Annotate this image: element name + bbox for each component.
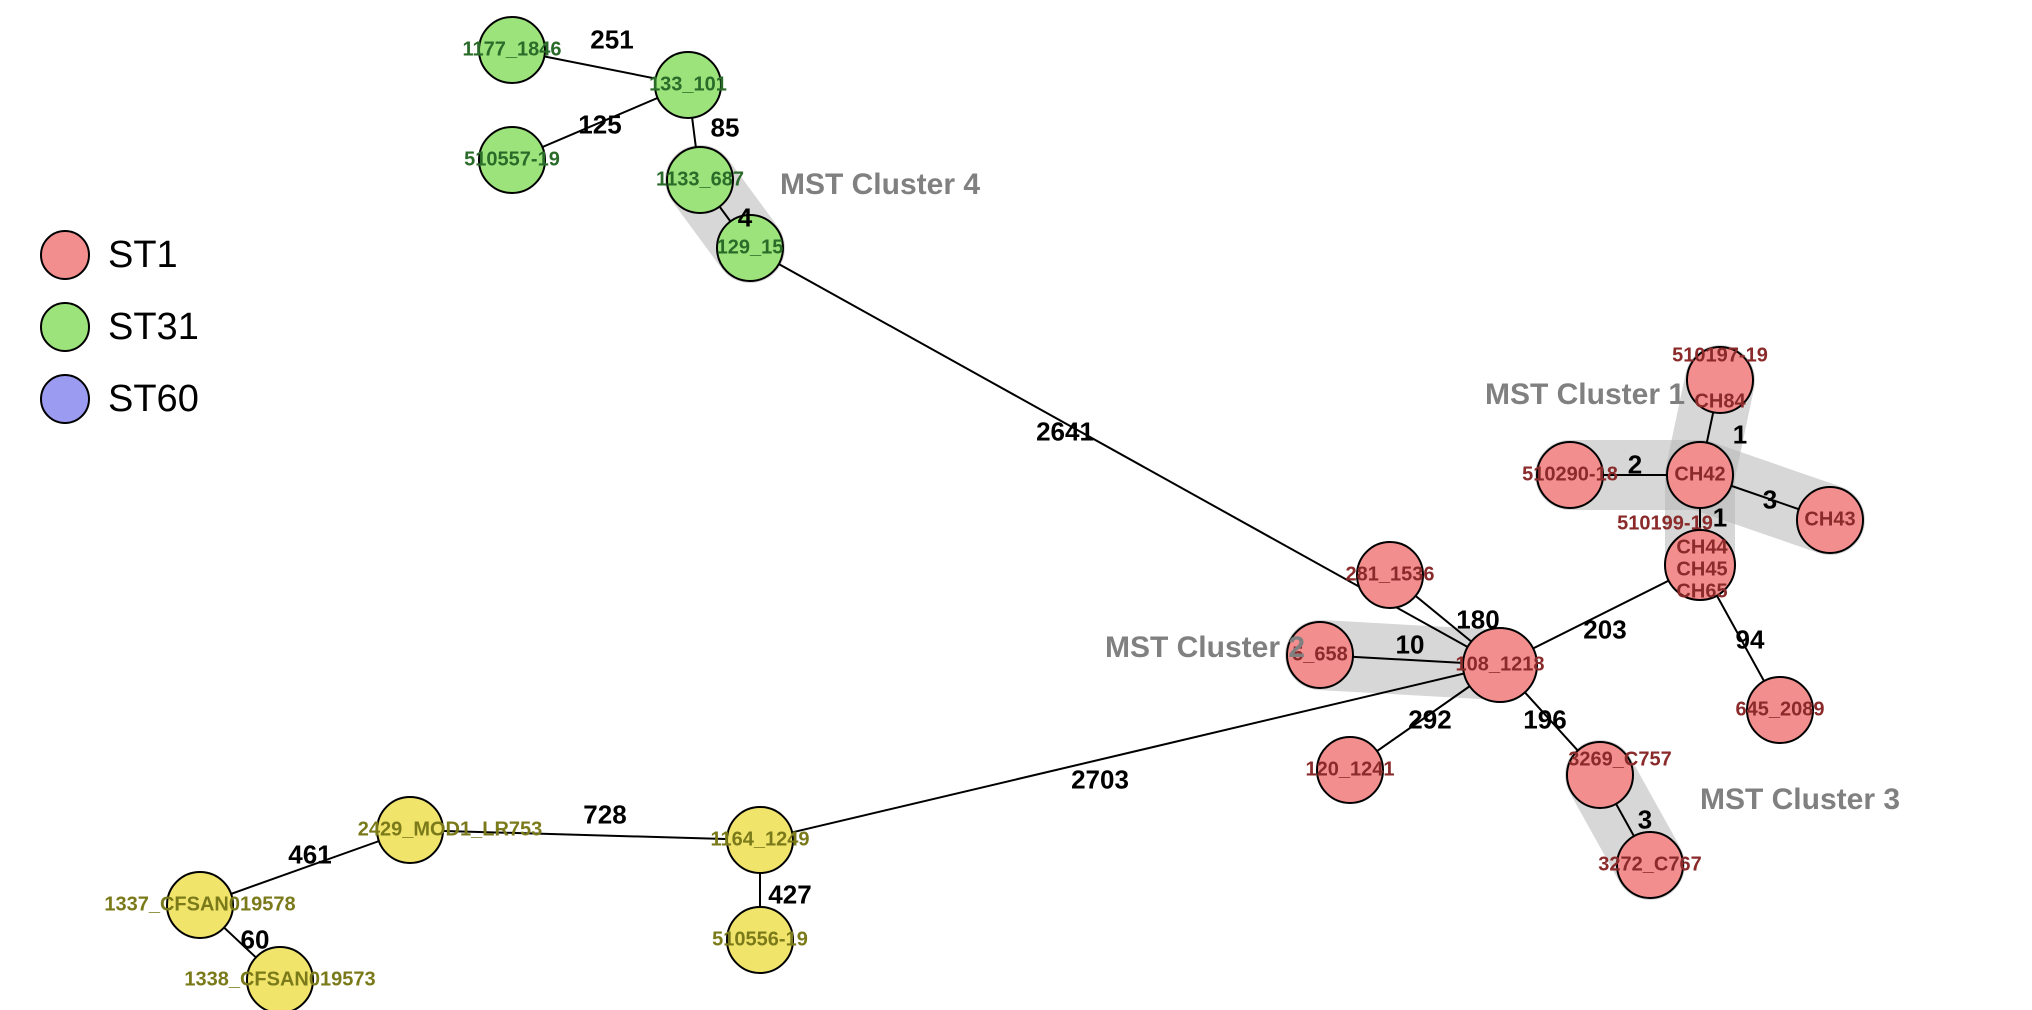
edge-label: 85 bbox=[711, 113, 740, 144]
node-1164_1249 bbox=[726, 806, 794, 874]
node-510556-19 bbox=[726, 906, 794, 974]
edge-label: 2641 bbox=[1036, 417, 1094, 448]
node-2429_MOD1_LR753 bbox=[376, 796, 444, 864]
edge-label: 94 bbox=[1736, 625, 1765, 656]
cluster-label: MST Cluster 3 bbox=[1700, 783, 1900, 817]
legend: ST1 ST31 ST60 bbox=[40, 230, 199, 446]
cluster-label: MST Cluster 2 bbox=[1105, 631, 1305, 665]
node-3272_C767 bbox=[1616, 831, 1684, 899]
legend-swatch bbox=[40, 230, 90, 280]
node-5_658 bbox=[1286, 621, 1354, 689]
node-3269_C757 bbox=[1566, 741, 1634, 809]
edge-label: 196 bbox=[1523, 705, 1566, 736]
cluster-label: MST Cluster 1 bbox=[1485, 378, 1685, 412]
node-CH42 bbox=[1666, 441, 1734, 509]
edge-label: 1 bbox=[1733, 420, 1747, 451]
node-1338_CFSAN019573 bbox=[246, 946, 314, 1010]
node-1177_1846 bbox=[478, 16, 546, 84]
node-1337_CFSAN019578 bbox=[166, 871, 234, 939]
edge-label: 461 bbox=[288, 840, 331, 871]
node-1133_687 bbox=[666, 146, 734, 214]
edge bbox=[760, 665, 1500, 840]
edge-label: 10 bbox=[1396, 630, 1425, 661]
legend-label: ST1 bbox=[108, 234, 178, 277]
network-diagram: ST1 ST31 ST60 1177_1846133_101510557-191… bbox=[0, 0, 2032, 1010]
node-120_1241 bbox=[1316, 736, 1384, 804]
edge-label: 728 bbox=[583, 800, 626, 831]
legend-swatch bbox=[40, 302, 90, 352]
node-CH43 bbox=[1796, 486, 1864, 554]
edge-label: 251 bbox=[590, 25, 633, 56]
node-510290-18 bbox=[1536, 441, 1604, 509]
node-CH44_45_65 bbox=[1664, 529, 1736, 601]
node-108_1218 bbox=[1462, 627, 1538, 703]
cluster-label: MST Cluster 4 bbox=[780, 168, 980, 202]
node-645_2089 bbox=[1746, 676, 1814, 744]
edge-label: 2 bbox=[1628, 450, 1642, 481]
edge-label: 3 bbox=[1763, 485, 1777, 516]
legend-swatch bbox=[40, 374, 90, 424]
edge bbox=[410, 830, 760, 840]
edges-layer bbox=[0, 0, 2032, 1010]
legend-row-st31: ST31 bbox=[40, 302, 199, 352]
legend-label: ST60 bbox=[108, 378, 199, 421]
edge-label: 203 bbox=[1583, 615, 1626, 646]
legend-label: ST31 bbox=[108, 306, 199, 349]
legend-row-st60: ST60 bbox=[40, 374, 199, 424]
node-281_1536 bbox=[1356, 541, 1424, 609]
edge-label: 125 bbox=[578, 110, 621, 141]
node-133_101 bbox=[654, 51, 722, 119]
edge-label: 427 bbox=[768, 880, 811, 911]
node-129_15 bbox=[716, 214, 784, 282]
legend-row-st1: ST1 bbox=[40, 230, 199, 280]
edge-label: 2703 bbox=[1071, 765, 1129, 796]
edge-label: 292 bbox=[1408, 705, 1451, 736]
edge-label: 1 bbox=[1713, 503, 1727, 534]
node-510557-19 bbox=[478, 126, 546, 194]
node-510197-19 bbox=[1686, 346, 1754, 414]
